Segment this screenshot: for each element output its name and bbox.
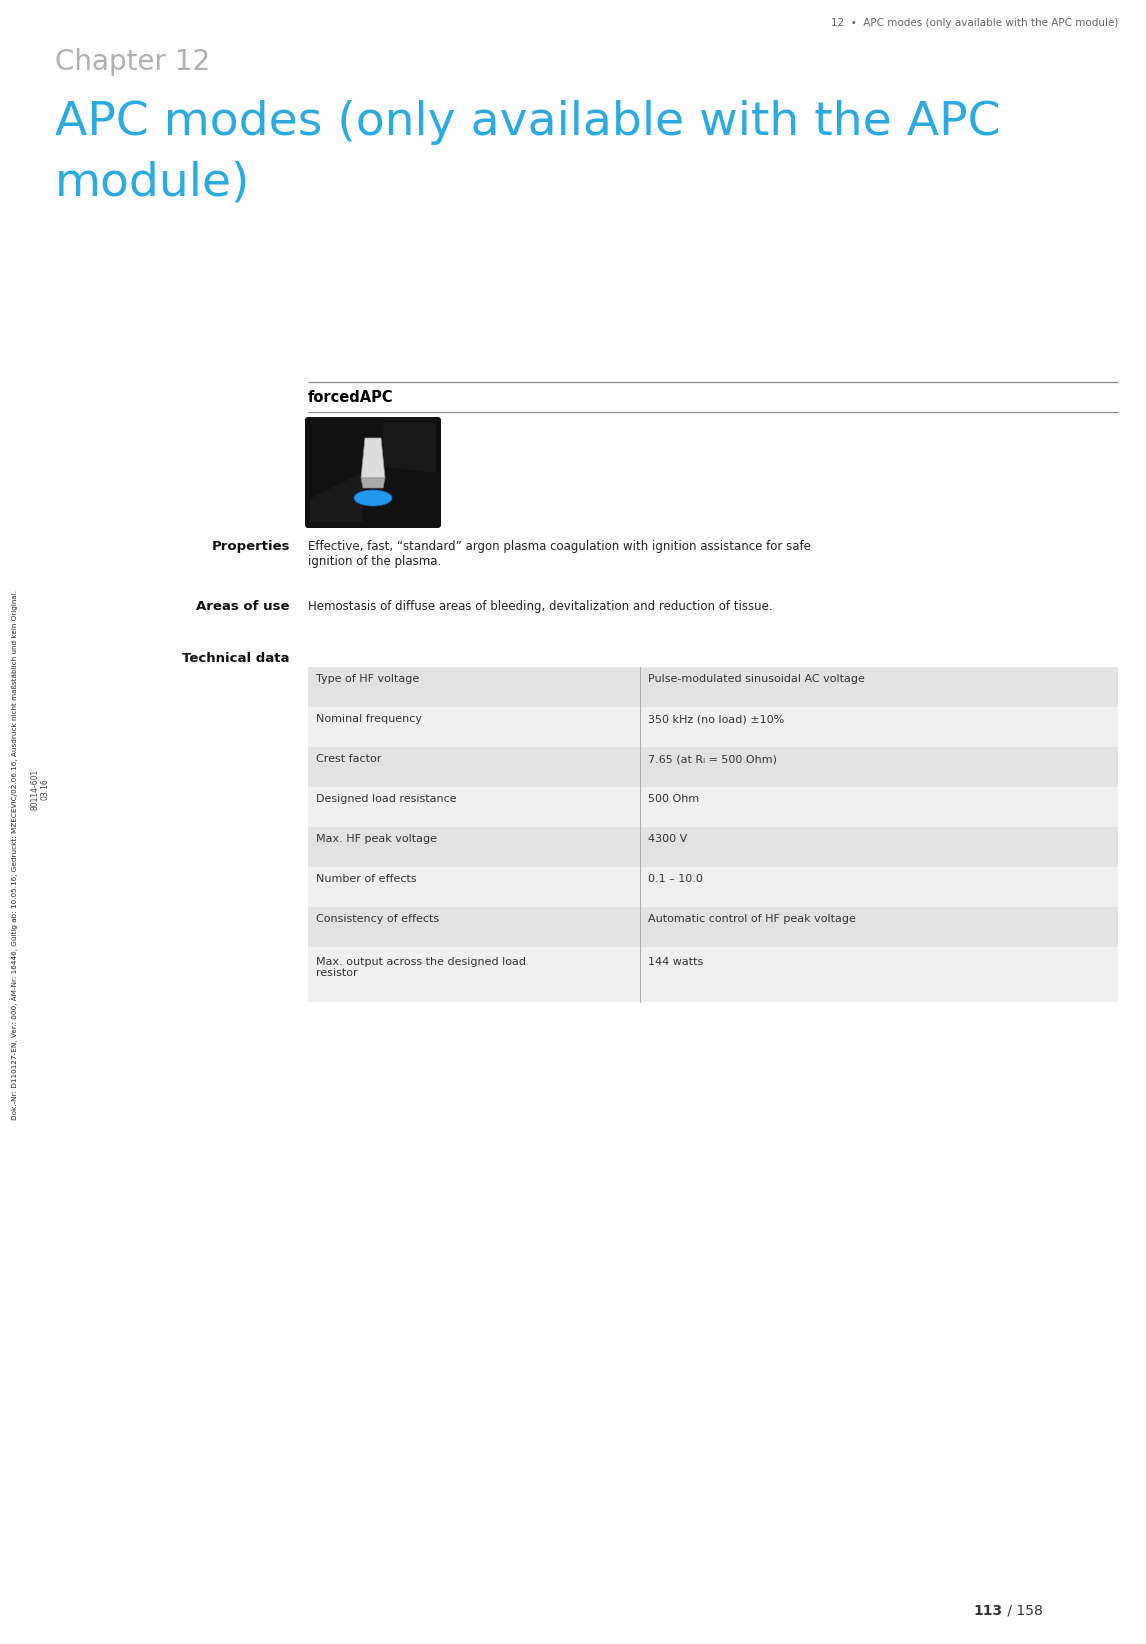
Polygon shape: [311, 472, 362, 523]
Text: / 158: / 158: [1003, 1603, 1043, 1618]
FancyBboxPatch shape: [305, 418, 441, 528]
Text: forcedAPC: forcedAPC: [308, 390, 393, 404]
Ellipse shape: [354, 490, 392, 506]
Text: Crest factor: Crest factor: [316, 755, 382, 764]
Text: module): module): [55, 159, 250, 206]
Text: Pulse-modulated sinusoidal AC voltage: Pulse-modulated sinusoidal AC voltage: [647, 674, 865, 684]
Text: Areas of use: Areas of use: [196, 600, 290, 613]
Text: Type of HF voltage: Type of HF voltage: [316, 674, 419, 684]
Text: 350 kHz (no load) ±10%: 350 kHz (no load) ±10%: [647, 713, 784, 725]
Text: Designed load resistance: Designed load resistance: [316, 794, 456, 804]
Text: Effective, fast, “standard” argon plasma coagulation with ignition assistance fo: Effective, fast, “standard” argon plasma…: [308, 539, 811, 567]
Text: 500 Ohm: 500 Ohm: [647, 794, 699, 804]
Bar: [308, 827, 1118, 866]
Text: 12  •  APC modes (only available with the APC module): 12 • APC modes (only available with the …: [831, 18, 1118, 28]
Text: 144 watts: 144 watts: [647, 957, 704, 967]
Bar: [308, 947, 1118, 1001]
Text: 7.65 (at Rₗ = 500 Ohm): 7.65 (at Rₗ = 500 Ohm): [647, 755, 777, 764]
Bar: [308, 866, 1118, 907]
Text: Max. output across the designed load
resistor: Max. output across the designed load res…: [316, 957, 526, 978]
Text: Hemostasis of diffuse areas of bleeding, devitalization and reduction of tissue.: Hemostasis of diffuse areas of bleeding,…: [308, 600, 772, 613]
Polygon shape: [384, 423, 435, 472]
Text: APC modes (only available with the APC: APC modes (only available with the APC: [55, 100, 1000, 145]
Bar: [308, 667, 1118, 707]
Text: 4300 V: 4300 V: [647, 834, 688, 845]
Text: Technical data: Technical data: [182, 653, 290, 666]
Polygon shape: [361, 478, 385, 488]
Text: 0.1 – 10.0: 0.1 – 10.0: [647, 875, 702, 884]
Bar: [308, 907, 1118, 947]
Text: Dok.-Nr: D110127-EN, Ver.: 000, ÄM-Nr: 16446, Gültig ab: 10.05.16, Gedruckt: MZE: Dok.-Nr: D110127-EN, Ver.: 000, ÄM-Nr: 1…: [10, 590, 17, 1120]
Text: Consistency of effects: Consistency of effects: [316, 914, 439, 924]
Text: 80114-601
03.16: 80114-601 03.16: [31, 768, 49, 810]
Text: Chapter 12: Chapter 12: [55, 48, 210, 76]
Text: 113: 113: [974, 1603, 1003, 1618]
Text: Nominal frequency: Nominal frequency: [316, 713, 422, 725]
Text: Number of effects: Number of effects: [316, 875, 417, 884]
Text: Properties: Properties: [212, 539, 290, 552]
Text: Max. HF peak voltage: Max. HF peak voltage: [316, 834, 437, 845]
Bar: [308, 707, 1118, 746]
Bar: [308, 746, 1118, 787]
Polygon shape: [361, 437, 385, 478]
Text: Automatic control of HF peak voltage: Automatic control of HF peak voltage: [647, 914, 856, 924]
Bar: [308, 787, 1118, 827]
